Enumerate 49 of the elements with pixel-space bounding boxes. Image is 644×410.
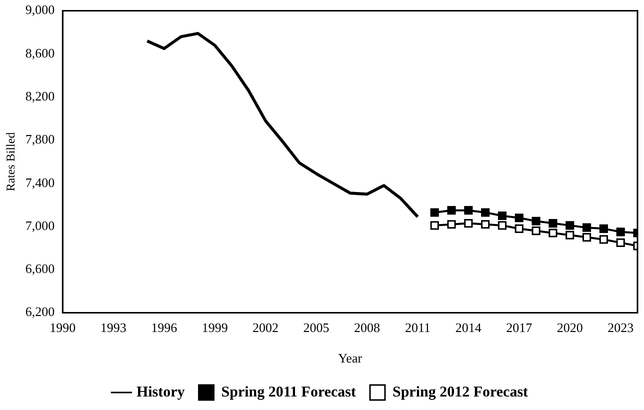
point: [582, 223, 592, 232]
point: [514, 224, 524, 233]
y-tick-label: 9,000: [25, 2, 55, 18]
x-tick-label: 2011: [404, 320, 430, 336]
y-axis-title: Rates Billed: [3, 132, 18, 192]
y-tick-label: 7,400: [25, 174, 55, 190]
y-tick-label: 6,200: [25, 304, 55, 320]
x-tick-label: 2020: [556, 320, 583, 336]
x-tick-label: 2002: [252, 320, 279, 336]
y-tick-label: 7,800: [25, 132, 55, 147]
legend-label: Spring 2011 Forecast: [221, 384, 356, 400]
point: [464, 218, 473, 228]
point: [481, 208, 490, 217]
x-tick-label: 2005: [303, 320, 330, 336]
point: [599, 224, 608, 233]
legend-label: Spring 2012 Forecast: [392, 384, 528, 400]
point: [464, 206, 473, 215]
point: [566, 221, 574, 230]
point: [430, 208, 439, 217]
x-tick-label: 2023: [608, 320, 634, 336]
point: [548, 218, 558, 228]
point: [532, 226, 540, 236]
point: [498, 221, 507, 230]
point: [481, 220, 490, 229]
y-tick-label: 6,600: [25, 261, 55, 276]
x-tick-label: 1990: [50, 320, 76, 336]
point: [548, 228, 558, 238]
point: [599, 235, 608, 244]
x-tick-label: 1993: [100, 320, 126, 336]
x-tick-label: 2014: [455, 320, 482, 336]
point: [447, 206, 456, 215]
point: [582, 233, 592, 242]
point: [514, 214, 524, 222]
point: [616, 238, 625, 247]
point: [447, 220, 456, 229]
point: [498, 211, 507, 220]
x-tick-label: 1999: [202, 320, 228, 336]
point: [532, 216, 540, 226]
point: [430, 221, 439, 230]
legend-label: History: [136, 384, 186, 400]
y-tick-label: 8,600: [25, 45, 55, 60]
x-axis-title: Year: [338, 350, 363, 366]
x-tick-label: 2017: [506, 320, 533, 336]
y-tick-label: 8,200: [25, 88, 55, 104]
x-tick-label: 1996: [151, 320, 178, 336]
x-tick-label: 2008: [354, 320, 380, 336]
point: [616, 228, 625, 236]
point: [566, 230, 574, 240]
y-tick-label: 7,000: [25, 218, 55, 233]
